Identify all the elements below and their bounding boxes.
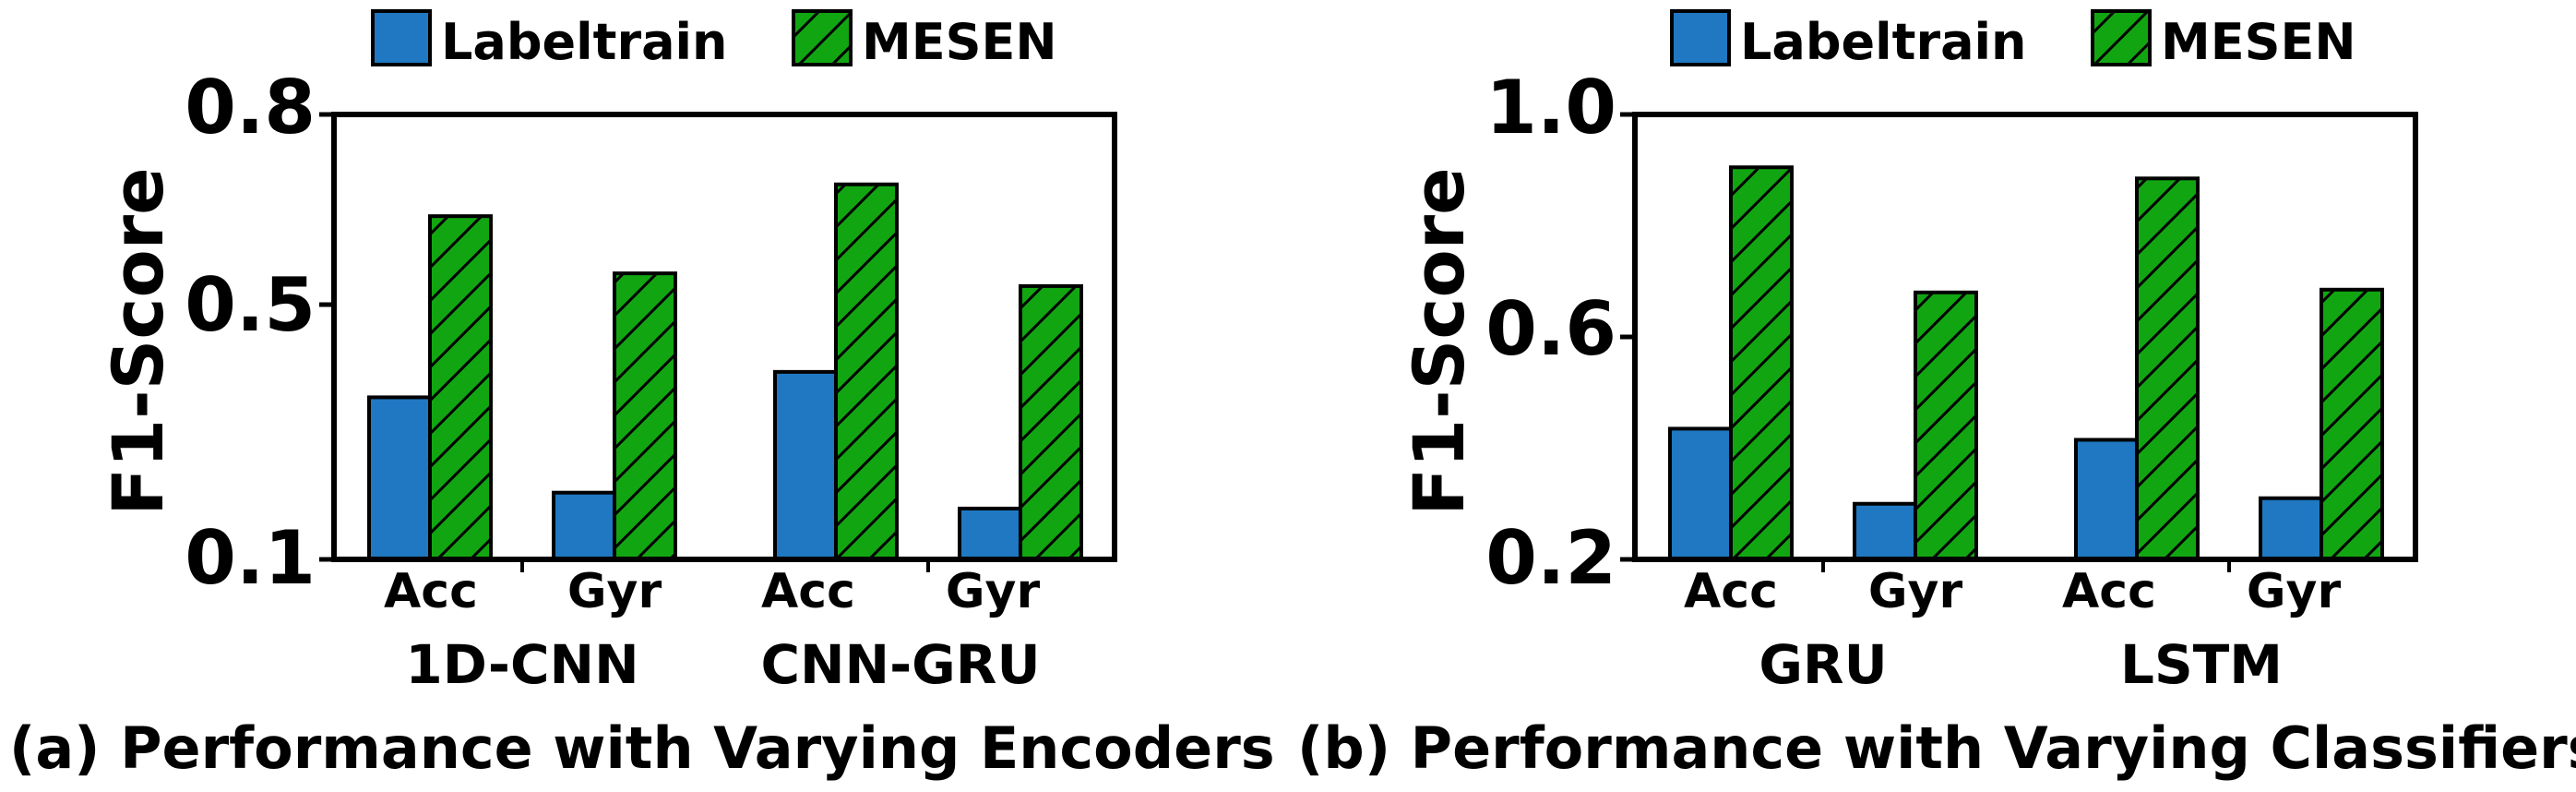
legend-swatch-labeltrain	[1670, 9, 1731, 66]
bar-labeltrain-lstm-acc	[2074, 438, 2139, 561]
bars	[1668, 165, 2384, 562]
y-tick-label: 0.5	[185, 262, 316, 348]
legend-swatch-mesen	[792, 9, 853, 66]
y-tick-label: 1.0	[1485, 65, 1616, 150]
bar-labeltrain-cnn-gru-acc	[773, 369, 838, 561]
bar-labeltrain-cnn-gru-gyr	[958, 506, 1022, 562]
y-tick-label: 0.6	[1485, 286, 1616, 372]
group-label: LSTM	[2120, 633, 2283, 696]
group-label: 1D-CNN	[405, 633, 638, 696]
group-label: CNN-GRU	[760, 633, 1040, 696]
x-tick-label: Gyr	[946, 564, 1041, 619]
group-labels: GRU LSTM	[1759, 633, 2283, 696]
bar-labeltrain-gru-gyr	[1853, 501, 1917, 561]
caption: (b) Performance with Varying Classifiers	[1297, 714, 2576, 782]
y-tick-label: 0.1	[185, 515, 316, 601]
x-tick-label: Acc	[2062, 564, 2156, 619]
x-tick-label: Gyr	[567, 564, 662, 619]
bar-labeltrain-gru-acc	[1668, 426, 1733, 561]
chart-b: Labeltrain MESEN F1-Score 1.0 0.6 0.2 Ac…	[1297, 9, 2576, 782]
legend: Labeltrain MESEN	[1670, 9, 2356, 71]
group-label: GRU	[1759, 633, 1887, 696]
legend-label-mesen: MESEN	[2161, 13, 2356, 71]
x-tick-label: Acc	[1684, 564, 1778, 619]
bar-mesen-cnn-gru-gyr	[1019, 283, 1083, 561]
bar-mesen-lstm-gyr	[2320, 287, 2384, 561]
caption: (a) Performance with Varying Encoders	[9, 714, 1275, 782]
bar-mesen-gru-acc	[1729, 165, 1794, 562]
y-tick-label: 0.2	[1485, 515, 1616, 601]
group-labels: 1D-CNN CNN-GRU	[405, 633, 1040, 696]
plot-frame	[1620, 112, 2418, 572]
y-tick-label: 0.8	[185, 65, 316, 150]
bars	[367, 182, 1083, 562]
y-axis-label: F1-Score	[1398, 167, 1480, 515]
chart-a: Labeltrain MESEN F1-Score 0.8 0.5 0.1 Ac…	[9, 9, 1275, 782]
y-axis-label: F1-Score	[97, 167, 179, 515]
bar-labeltrain-1d-cnn-gyr	[552, 490, 616, 562]
bar-labeltrain-lstm-gyr	[2259, 496, 2323, 561]
x-tick-labels: Acc Gyr Acc Gyr	[1684, 564, 2341, 619]
x-tick-label: Acc	[761, 564, 855, 619]
x-tick-labels: Acc Gyr Acc Gyr	[384, 564, 1040, 619]
x-tick-label: Gyr	[2247, 564, 2342, 619]
legend-swatch-mesen	[2091, 9, 2152, 66]
y-ticks: 0.8 0.5 0.1	[185, 65, 316, 601]
x-tick-label: Gyr	[1868, 564, 1963, 619]
legend-label-labeltrain: Labeltrain	[441, 13, 727, 71]
y-ticks: 1.0 0.6 0.2	[1485, 65, 1616, 601]
bar-labeltrain-1d-cnn-acc	[367, 395, 432, 561]
legend: Labeltrain MESEN	[371, 9, 1057, 71]
legend-label-labeltrain: Labeltrain	[1740, 13, 2026, 71]
plot-frame	[319, 112, 1117, 572]
x-tick-label: Acc	[384, 564, 478, 619]
bar-mesen-gru-gyr	[1914, 290, 1978, 561]
bar-mesen-1d-cnn-gyr	[613, 271, 677, 561]
legend-label-mesen: MESEN	[862, 13, 1057, 71]
bar-mesen-1d-cnn-acc	[428, 214, 493, 562]
bar-mesen-cnn-gru-acc	[834, 182, 899, 561]
legend-swatch-labeltrain	[371, 9, 432, 66]
bar-mesen-lstm-acc	[2135, 176, 2200, 561]
